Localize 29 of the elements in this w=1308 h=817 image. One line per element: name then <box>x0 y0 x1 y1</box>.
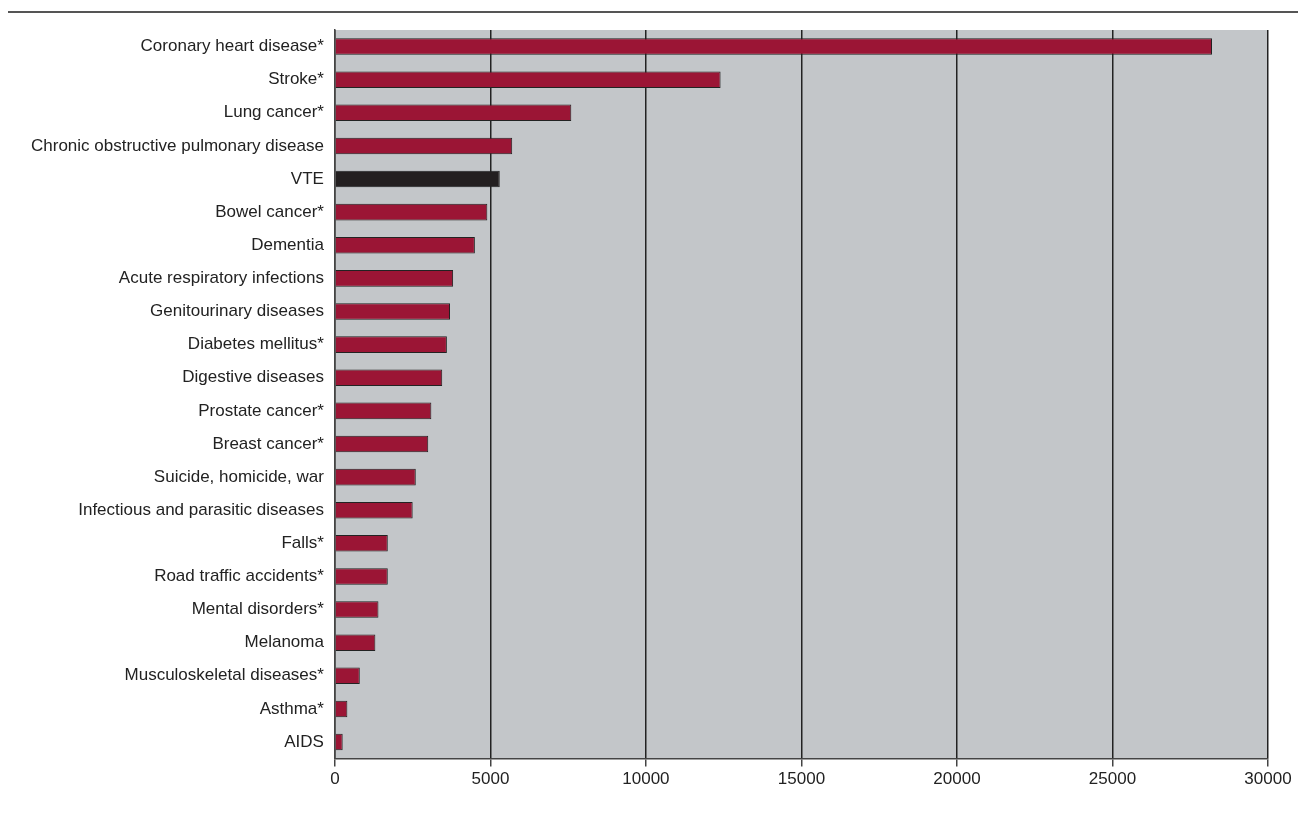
y-tick-label: Road traffic accidents* <box>154 566 325 586</box>
y-tick-label: Prostate cancer* <box>198 400 325 420</box>
y-tick-label: Dementia <box>251 234 325 254</box>
x-tick-label: 30000 <box>1244 769 1292 789</box>
y-tick-label: Stroke* <box>268 69 325 89</box>
y-tick-label: Bowel cancer* <box>215 201 325 221</box>
y-tick-label: VTE <box>290 168 324 188</box>
y-tick-label: Musculoskeletal diseases* <box>124 665 325 685</box>
y-tick-label: Suicide, homicide, war <box>153 466 325 486</box>
y-tick-label: AIDS <box>284 731 324 751</box>
y-tick-label: Chronic obstructive pulmonary disease <box>31 135 324 155</box>
x-tick-label: 15000 <box>777 769 826 789</box>
y-tick-label: Acute respiratory infections <box>118 268 324 288</box>
y-tick-label: Melanoma <box>244 632 325 652</box>
y-tick-label: Lung cancer* <box>223 102 325 122</box>
x-tick-label: 20000 <box>933 769 981 789</box>
y-tick-label: Genitourinary diseases <box>150 301 324 321</box>
x-tick-label: 10000 <box>622 769 670 789</box>
y-tick-label: Diabetes mellitus* <box>187 334 325 354</box>
x-tick-label: 25000 <box>1088 769 1137 789</box>
y-tick-label: Breast cancer* <box>212 433 325 453</box>
y-tick-label: Infectious and parasitic diseases <box>78 499 324 519</box>
y-tick-label: Coronary heart disease* <box>140 36 325 56</box>
y-tick-label: Digestive diseases <box>182 367 324 387</box>
y-tick-label: Falls* <box>281 533 325 553</box>
y-tick-label: Asthma* <box>259 698 325 718</box>
x-tick-label: 0 <box>330 769 340 789</box>
x-tick-label: 5000 <box>471 769 510 789</box>
y-tick-label: Mental disorders* <box>191 599 325 619</box>
